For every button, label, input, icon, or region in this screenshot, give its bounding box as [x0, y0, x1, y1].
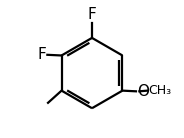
Text: O: O: [138, 84, 150, 99]
Text: F: F: [38, 47, 47, 62]
Text: CH₃: CH₃: [148, 84, 171, 97]
Text: F: F: [88, 7, 96, 22]
